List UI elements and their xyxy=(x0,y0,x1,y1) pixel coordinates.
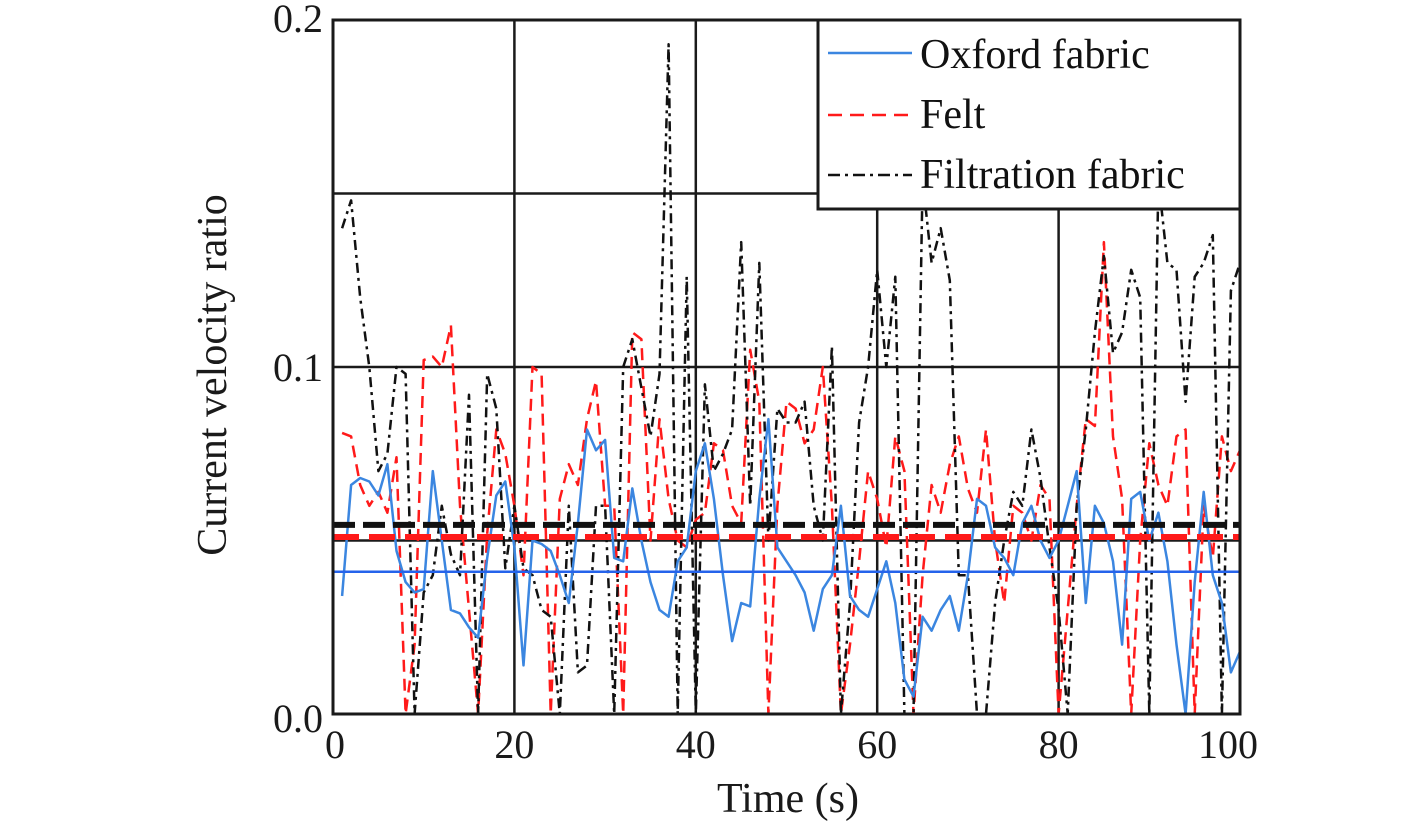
legend-label: Oxford fabric xyxy=(920,32,1150,78)
series-line-felt xyxy=(341,240,1240,714)
y-tick-label: 0.2 xyxy=(273,0,323,41)
y-axis-title: Current velocity ratio xyxy=(190,194,236,556)
x-tick-label: 100 xyxy=(1198,722,1258,767)
y-tick-label: 0.0 xyxy=(273,696,323,741)
x-axis-title: Time (s) xyxy=(717,776,859,822)
legend-label: Filtration fabric xyxy=(920,152,1185,198)
y-axis-ticks: 0.0 0.1 0.2 xyxy=(273,0,323,741)
plot-frame xyxy=(331,18,1242,716)
legend-box xyxy=(816,18,1242,211)
x-tick-label: 20 xyxy=(494,722,534,767)
legend: Oxford fabric Felt Filtration fabric xyxy=(816,18,1242,211)
x-tick-label: 60 xyxy=(857,722,897,767)
x-tick-label: 0 xyxy=(325,722,345,767)
legend-label: Felt xyxy=(920,92,986,138)
y-tick-label: 0.1 xyxy=(273,345,323,390)
x-tick-label: 80 xyxy=(1039,722,1079,767)
legend-item-filtration: Filtration fabric xyxy=(828,152,1185,198)
legend-item-felt: Felt xyxy=(828,92,986,138)
x-tick-label: 40 xyxy=(676,722,716,767)
x-axis-ticks: 0 20 40 60 80 100 xyxy=(325,722,1258,767)
legend-item-oxford: Oxford fabric xyxy=(828,32,1150,78)
mean-lines xyxy=(333,521,1240,573)
series-line-filtration-fabric xyxy=(340,43,1240,714)
